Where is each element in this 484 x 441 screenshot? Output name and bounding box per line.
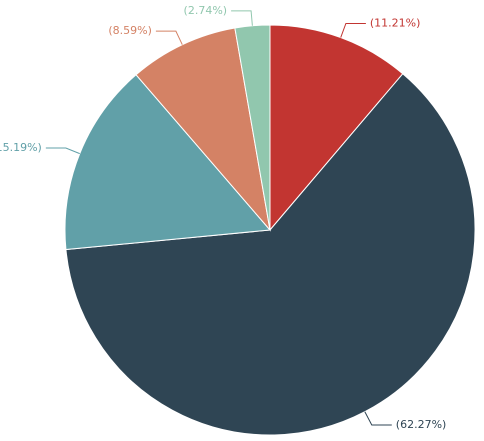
pie-slice — [269, 24, 404, 232]
data-label: (2.74%) — [184, 4, 228, 17]
leader-line — [364, 411, 392, 426]
leader-line — [340, 23, 366, 38]
leader-line — [155, 30, 183, 45]
leader-line — [231, 10, 253, 26]
data-label: (8.59%) — [108, 24, 152, 37]
data-label: (15.19%) — [0, 141, 42, 154]
data-label: (11.21%) — [370, 17, 421, 30]
pie-slice — [64, 74, 272, 251]
data-label: (62.27%) — [396, 418, 447, 431]
leader-line — [45, 147, 80, 155]
pie-slice — [65, 73, 476, 436]
